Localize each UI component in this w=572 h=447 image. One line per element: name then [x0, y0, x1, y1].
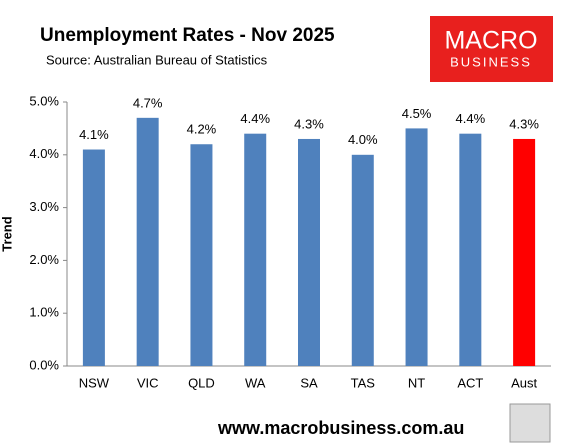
y-tick-label: 1.0% [29, 305, 59, 320]
value-label: 4.4% [456, 111, 486, 126]
y-tick-label: 5.0% [29, 93, 59, 108]
chart-subtitle: Source: Australian Bureau of Statistics [46, 52, 268, 67]
logo-line2: BUSINESS [450, 54, 532, 69]
value-label: 4.1% [79, 127, 109, 142]
wolf-icon [509, 403, 551, 443]
bar [244, 133, 267, 366]
value-label: 4.0% [348, 132, 378, 147]
footer: www.macrobusiness.com.au [217, 418, 464, 438]
x-tick-label: ACT [457, 375, 483, 390]
bar [459, 133, 482, 366]
y-axis-label: Trend [0, 216, 14, 251]
x-tick-label: QLD [188, 375, 215, 390]
value-label: 4.4% [240, 111, 270, 126]
logo-line1: MACRO [444, 27, 537, 55]
y-tick-label: 2.0% [29, 252, 59, 267]
x-tick-label: NT [408, 375, 425, 390]
bar [190, 144, 213, 366]
y-tick-label: 4.0% [29, 146, 59, 161]
bar [405, 128, 428, 366]
value-label: 4.2% [187, 122, 217, 137]
value-label: 4.3% [294, 116, 324, 131]
bar [82, 149, 105, 366]
bar [513, 138, 536, 366]
y-tick-label: 0.0% [29, 357, 59, 372]
logo-box [430, 16, 553, 82]
chart-title: Unemployment Rates - Nov 2025 [40, 25, 335, 46]
bar [351, 154, 374, 366]
bar [136, 117, 159, 366]
x-tick-label: SA [300, 375, 318, 390]
bar [298, 138, 320, 366]
value-label: 4.3% [509, 116, 539, 131]
value-label: 4.7% [133, 95, 163, 110]
value-label: 4.5% [402, 106, 432, 121]
x-tick-label: TAS [351, 375, 376, 390]
x-tick-label: VIC [137, 375, 159, 390]
x-tick-label: NSW [79, 375, 110, 390]
x-tick-label: WA [245, 375, 266, 390]
x-tick-label: Aust [511, 375, 537, 390]
y-tick-label: 3.0% [29, 199, 59, 214]
